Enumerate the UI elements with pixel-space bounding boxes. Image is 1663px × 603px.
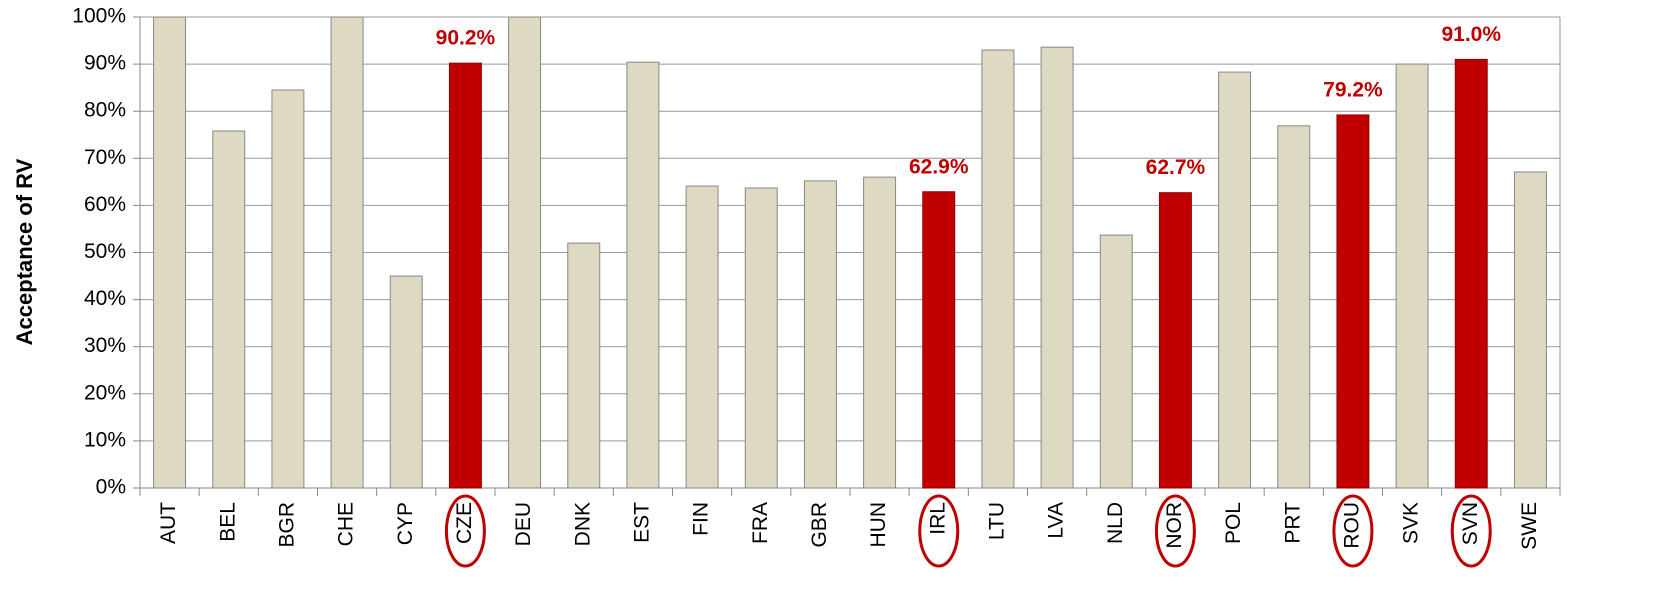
bar <box>1040 46 1074 489</box>
value-label: 90.2% <box>436 27 496 50</box>
value-label: 62.9% <box>909 155 969 178</box>
y-tick-label: 70% <box>84 146 126 169</box>
x-tick-label: NOR <box>1163 502 1186 549</box>
bar <box>803 180 837 489</box>
x-tick-label: FRA <box>749 502 772 544</box>
x-tick-label: POL <box>1222 502 1245 544</box>
bar <box>1513 171 1547 489</box>
x-tick-label: SVN <box>1459 502 1482 545</box>
x-tick-label: NLD <box>1104 502 1127 544</box>
y-tick-label: 30% <box>84 334 126 357</box>
x-tick-label: FIN <box>690 502 713 536</box>
y-tick-label: 40% <box>84 287 126 310</box>
y-tick-label: 50% <box>84 240 126 263</box>
bar <box>1277 125 1311 489</box>
bar <box>567 242 601 489</box>
category-highlight <box>1154 494 1196 568</box>
bar <box>863 176 897 489</box>
x-tick-label: EST <box>630 502 653 543</box>
x-tick-label: CHE <box>335 502 358 546</box>
bar <box>1395 63 1429 489</box>
x-tick-label: GBR <box>808 502 831 548</box>
y-tick-label: 10% <box>84 428 126 451</box>
bar <box>1336 114 1370 489</box>
bar <box>1454 58 1488 489</box>
x-tick-label: HUN <box>867 502 890 548</box>
x-tick-label: AUT <box>157 502 180 544</box>
x-tick-label: SWE <box>1518 502 1541 550</box>
bar <box>271 89 305 489</box>
x-tick-label: PRT <box>1281 502 1304 544</box>
bar <box>508 16 542 489</box>
bar <box>685 185 719 489</box>
x-tick-label: DEU <box>512 502 535 546</box>
x-tick-label: CZE <box>453 502 476 544</box>
x-tick-label: IRL <box>926 502 949 535</box>
x-tick-label: DNK <box>571 502 594 546</box>
x-tick-label: LTU <box>985 502 1008 540</box>
category-highlight <box>1332 494 1374 568</box>
bar <box>981 49 1015 489</box>
y-tick-label: 80% <box>84 99 126 122</box>
bar <box>330 16 364 489</box>
y-tick-label: 60% <box>84 193 126 216</box>
y-tick-label: 20% <box>84 381 126 404</box>
value-label: 91.0% <box>1441 23 1501 46</box>
y-tick-label: 0% <box>96 476 126 499</box>
bar <box>1158 192 1192 489</box>
category-highlight <box>1450 494 1492 568</box>
bar <box>389 275 423 489</box>
x-tick-label: CYP <box>394 502 417 545</box>
value-label: 62.7% <box>1146 156 1206 179</box>
x-tick-label: SVK <box>1400 502 1423 544</box>
y-axis-label: Acceptance of RV <box>12 158 37 345</box>
bar <box>744 187 778 489</box>
category-highlight <box>444 494 486 568</box>
x-tick-label: BGR <box>275 502 298 548</box>
x-tick-label: BEL <box>216 502 239 542</box>
x-tick-label: ROU <box>1340 502 1363 549</box>
category-highlight <box>918 494 960 568</box>
bar <box>1218 71 1252 489</box>
y-tick-label: 100% <box>72 5 126 28</box>
x-tick-label: LVA <box>1045 502 1068 539</box>
bar <box>153 16 187 489</box>
bar <box>448 62 482 489</box>
y-tick-label: 90% <box>84 52 126 75</box>
bar <box>212 130 246 489</box>
bar <box>626 61 660 489</box>
bar <box>1099 234 1133 489</box>
value-label: 79.2% <box>1323 79 1383 102</box>
bar <box>922 191 956 489</box>
